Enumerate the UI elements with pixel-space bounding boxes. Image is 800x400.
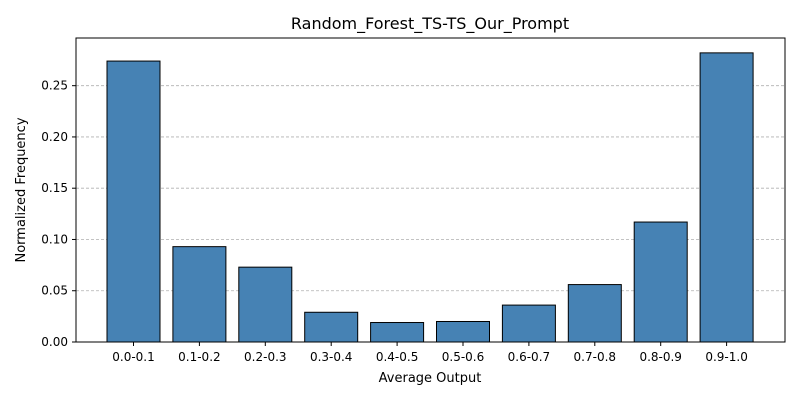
y-tick-label: 0.10: [41, 232, 68, 246]
bar-0.1-0.2: [172, 246, 227, 343]
y-tick-label: 0.05: [41, 284, 68, 298]
x-tick-label: 0.6-0.7: [508, 350, 551, 364]
plot-frame: [75, 37, 786, 343]
x-tick-label: 0.0-0.1: [112, 350, 155, 364]
y-tick-label: 0.15: [41, 181, 68, 195]
x-axis-ticks: 0.0-0.1 0.1-0.2 0.2-0.3 0.3-0.4 0.4-0.5 0.5-0…: [112, 342, 748, 364]
x-tick-label: 0.8-0.9: [639, 350, 682, 364]
x-tick-label: 0.1-0.2: [178, 350, 221, 364]
y-tick-label: 0.00: [41, 335, 68, 349]
x-tick-label: 0.5-0.6: [442, 350, 485, 364]
y-tick-label: 0.20: [41, 130, 68, 144]
bar-0.4-0.5: [370, 322, 425, 343]
x-tick-label: 0.7-0.8: [574, 350, 617, 364]
bar-0.8-0.9: [633, 221, 688, 343]
x-axis-label: Average Output: [379, 371, 482, 386]
y-tick-label: 0.25: [41, 79, 68, 93]
bar-0.3-0.4: [304, 311, 359, 343]
x-tick-label: 0.9-1.0: [705, 350, 748, 364]
bar-0.5-0.6: [436, 320, 490, 343]
x-tick-label: 0.4-0.5: [376, 350, 419, 364]
bar-0.7-0.8: [567, 284, 622, 343]
bar-0.6-0.7: [501, 304, 556, 343]
bar-0.2-0.3: [238, 266, 293, 343]
x-tick-label: 0.3-0.4: [310, 350, 353, 364]
bar-0.9-1.0: [699, 52, 754, 343]
y-axis-ticks: 0.00 0.05 0.10 0.15 0.20 0.25: [41, 79, 76, 349]
y-axis-label: Normalized Frequency: [14, 117, 29, 262]
x-tick-label: 0.2-0.3: [244, 350, 287, 364]
bars: [106, 52, 754, 343]
chart-title: Random_Forest_TS-TS_Our_Prompt: [291, 14, 569, 34]
bar-0.0-0.1: [106, 60, 161, 343]
